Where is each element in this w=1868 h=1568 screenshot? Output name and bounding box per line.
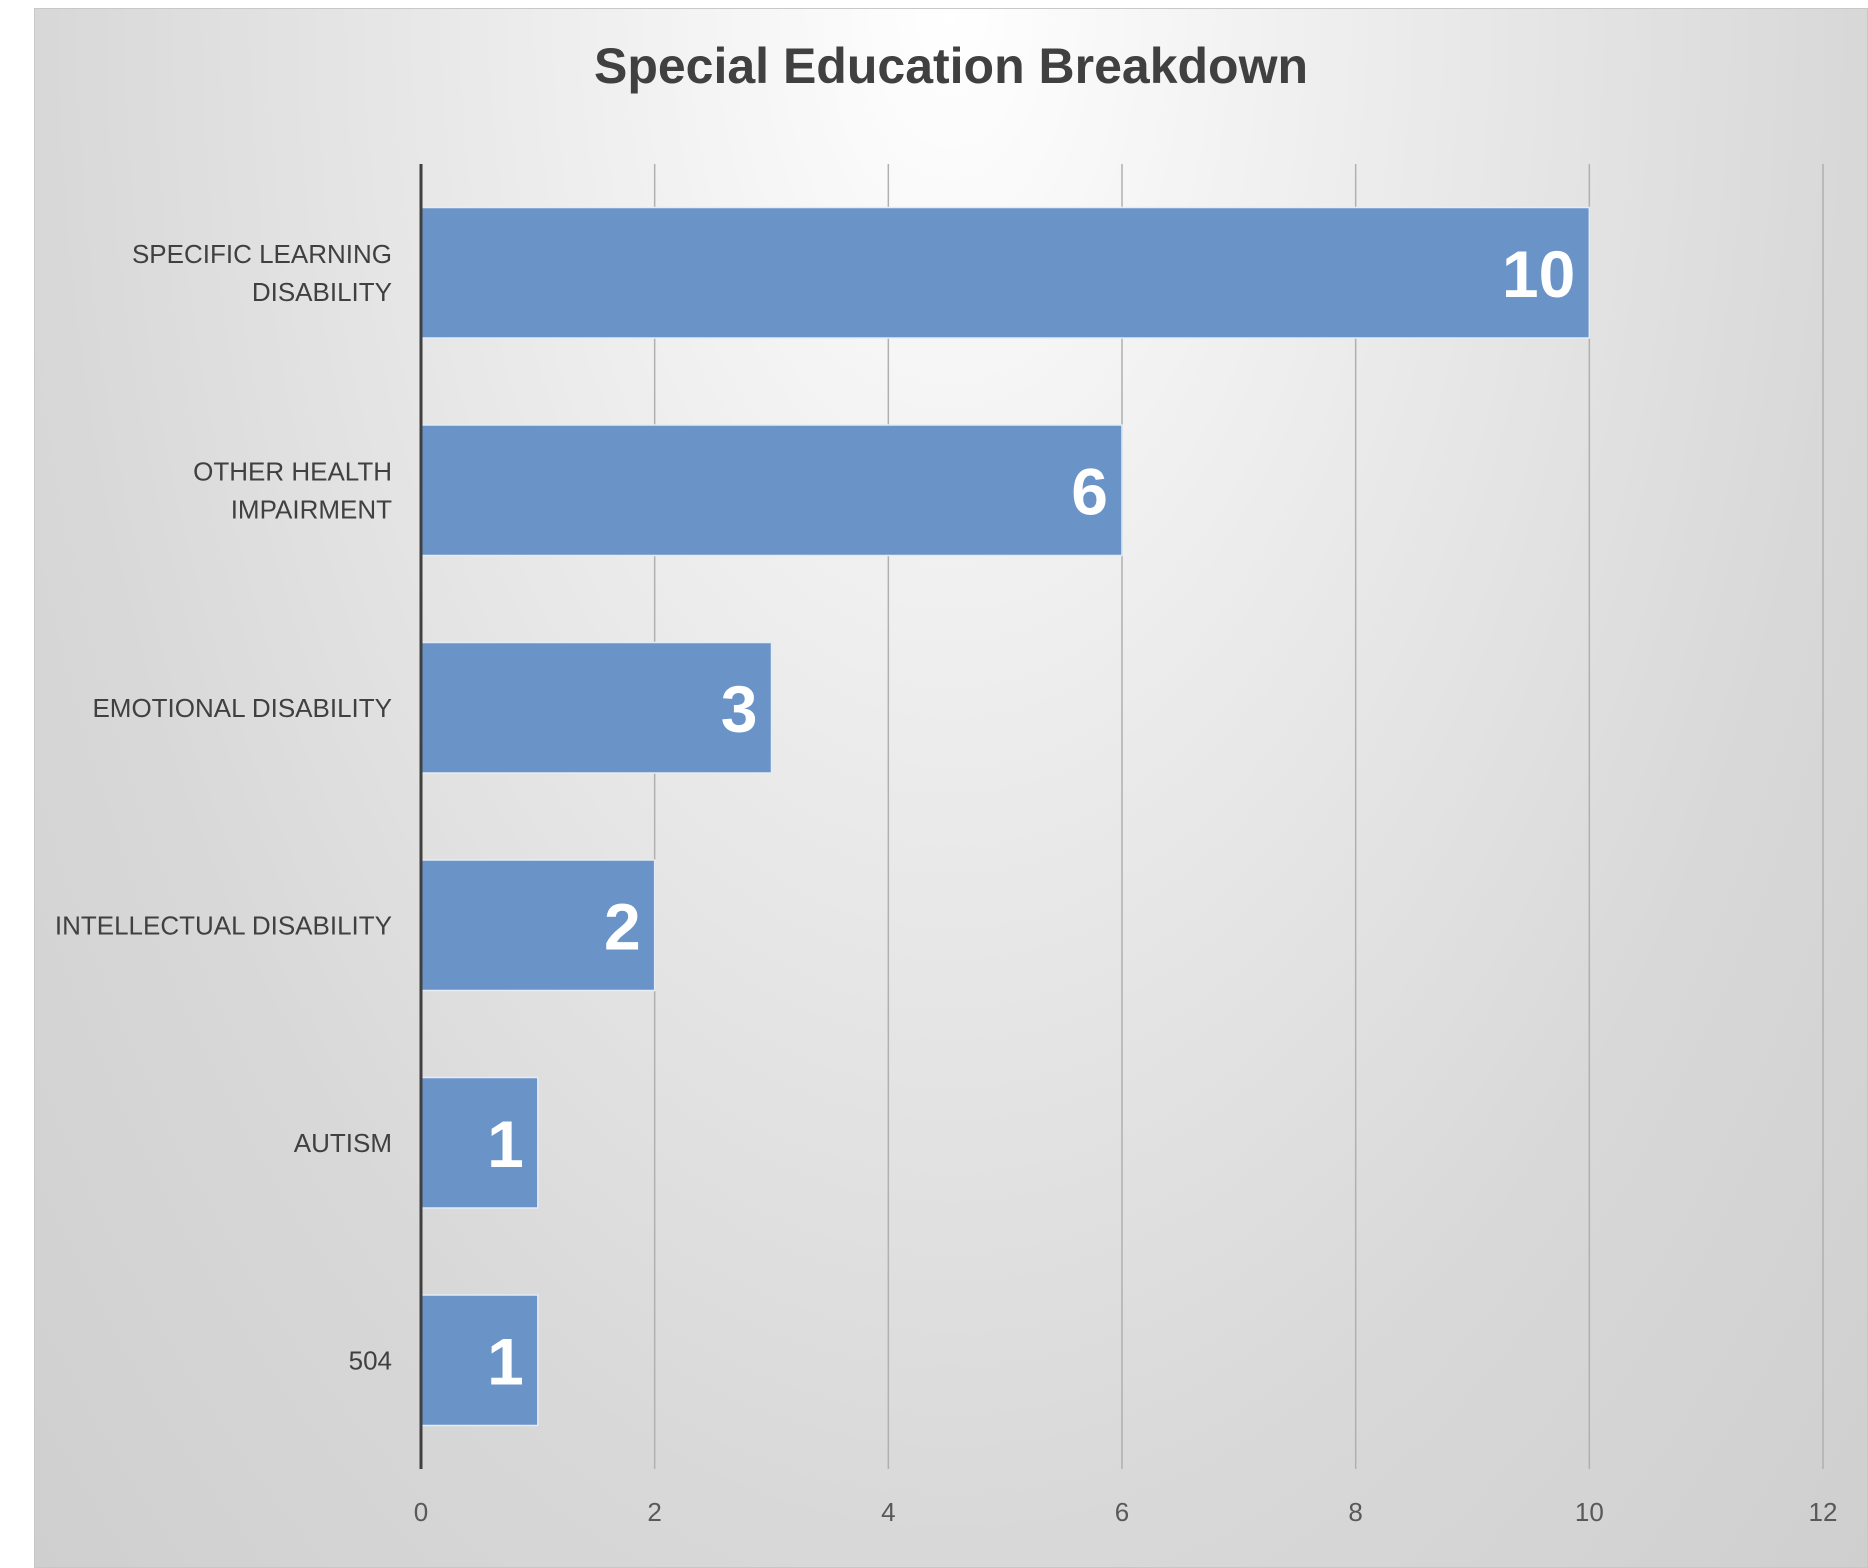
bar-value-label: 10 [1502, 237, 1575, 311]
x-tick-label: 10 [1575, 1497, 1604, 1527]
x-tick-label: 0 [414, 1497, 428, 1527]
bar [420, 641, 773, 774]
x-tick-label: 4 [881, 1497, 895, 1527]
category-label: DISABILITY [252, 277, 392, 307]
category-label: IMPAIRMENT [231, 494, 392, 524]
category-label: OTHER HEALTH [193, 456, 392, 486]
bar-value-label: 2 [604, 889, 641, 963]
category-label: SPECIFIC LEARNING [132, 239, 392, 269]
chart-title: Special Education Breakdown [593, 38, 1309, 94]
bar [420, 1076, 539, 1209]
category-label: INTELLECTUAL DISABILITY [55, 910, 392, 940]
bar [420, 424, 1123, 557]
chart-frame: Special Education Breakdown 0 2 4 6 8 10 12 10 S… [34, 8, 1868, 1568]
x-tick-label: 12 [1809, 1497, 1838, 1527]
bar-value-label: 1 [487, 1324, 524, 1398]
bar-value-label: 1 [487, 1107, 524, 1181]
bar [420, 859, 656, 992]
x-tick-label: 8 [1348, 1497, 1362, 1527]
category-label: AUTISM [294, 1128, 392, 1158]
bar [420, 1294, 539, 1427]
category-label: 504 [349, 1345, 392, 1375]
category-label: EMOTIONAL DISABILITY [92, 693, 392, 723]
bar-value-label: 3 [721, 672, 758, 746]
bar-value-label: 6 [1071, 454, 1108, 528]
x-tick-label: 6 [1115, 1497, 1129, 1527]
x-tick-label: 2 [647, 1497, 661, 1527]
bar [420, 206, 1591, 339]
